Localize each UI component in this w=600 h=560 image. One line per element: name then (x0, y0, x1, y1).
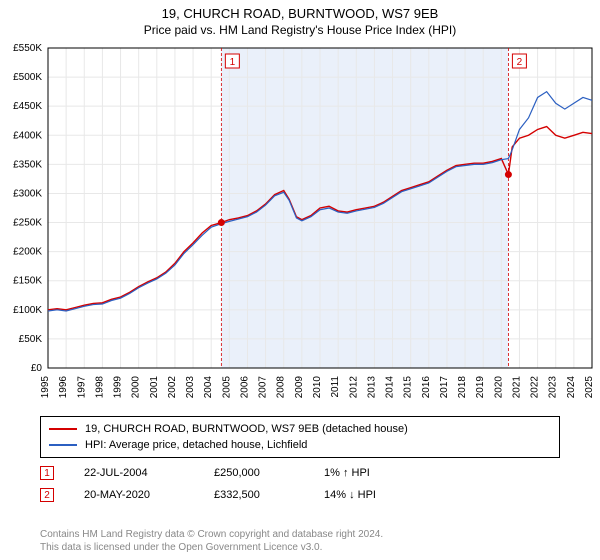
svg-text:£0: £0 (31, 363, 43, 374)
svg-text:£400K: £400K (13, 130, 42, 141)
svg-text:2014: 2014 (385, 376, 396, 399)
legend-row: 19, CHURCH ROAD, BURNTWOOD, WS7 9EB (det… (49, 421, 551, 437)
legend-label: HPI: Average price, detached house, Lich… (85, 439, 307, 451)
svg-text:2024: 2024 (566, 376, 577, 399)
svg-text:2011: 2011 (330, 376, 341, 398)
svg-text:2021: 2021 (511, 376, 522, 399)
sale-date: 22-JUL-2004 (84, 467, 214, 479)
svg-text:1997: 1997 (76, 376, 87, 399)
svg-text:1999: 1999 (113, 376, 124, 399)
sale-badge: 2 (40, 488, 54, 502)
footer-line-2: This data is licensed under the Open Gov… (40, 541, 383, 554)
svg-text:2013: 2013 (366, 376, 377, 399)
svg-text:2010: 2010 (312, 376, 323, 399)
svg-text:2018: 2018 (457, 376, 468, 399)
legend-swatch (49, 444, 77, 446)
legend-row: HPI: Average price, detached house, Lich… (49, 437, 551, 453)
svg-text:2005: 2005 (221, 376, 232, 399)
svg-text:1998: 1998 (94, 376, 105, 399)
svg-text:2020: 2020 (493, 376, 504, 399)
legend-label: 19, CHURCH ROAD, BURNTWOOD, WS7 9EB (det… (85, 423, 408, 435)
svg-text:2: 2 (517, 57, 523, 68)
chart-subtitle: Price paid vs. HM Land Registry's House … (0, 23, 600, 37)
svg-text:2003: 2003 (185, 376, 196, 399)
sale-price: £250,000 (214, 467, 324, 479)
svg-text:£500K: £500K (13, 72, 42, 83)
svg-text:1996: 1996 (58, 376, 69, 399)
sale-row: 1 22-JUL-2004£250,0001% ↑ HPI (40, 462, 560, 484)
address-title: 19, CHURCH ROAD, BURNTWOOD, WS7 9EB (0, 6, 600, 21)
svg-text:2016: 2016 (421, 376, 432, 399)
sale-date: 20-MAY-2020 (84, 489, 214, 501)
svg-text:£50K: £50K (19, 334, 43, 345)
svg-text:£250K: £250K (13, 218, 42, 229)
svg-text:£450K: £450K (13, 101, 42, 112)
svg-text:2012: 2012 (348, 376, 359, 399)
svg-text:2009: 2009 (294, 376, 305, 399)
chart-header: 19, CHURCH ROAD, BURNTWOOD, WS7 9EB Pric… (0, 0, 600, 39)
legend-swatch (49, 428, 77, 430)
svg-text:2023: 2023 (548, 376, 559, 399)
svg-text:2000: 2000 (131, 376, 142, 399)
svg-text:£300K: £300K (13, 188, 42, 199)
svg-text:1: 1 (230, 57, 236, 68)
svg-text:2002: 2002 (167, 376, 178, 399)
svg-text:£150K: £150K (13, 276, 42, 287)
sale-price: £332,500 (214, 489, 324, 501)
svg-text:2007: 2007 (258, 376, 269, 399)
svg-text:2017: 2017 (439, 376, 450, 399)
sale-delta: 14% ↓ HPI (324, 489, 434, 501)
sale-row: 2 20-MAY-2020£332,50014% ↓ HPI (40, 484, 560, 506)
legend: 19, CHURCH ROAD, BURNTWOOD, WS7 9EB (det… (40, 416, 560, 458)
sales-table: 1 22-JUL-2004£250,0001% ↑ HPI 2 20-MAY-2020… (40, 462, 560, 506)
svg-text:2022: 2022 (530, 376, 541, 399)
svg-text:£550K: £550K (13, 43, 42, 54)
svg-text:2025: 2025 (584, 376, 595, 399)
svg-text:1995: 1995 (40, 376, 51, 399)
svg-text:£200K: £200K (13, 247, 42, 258)
footer-attribution: Contains HM Land Registry data © Crown c… (40, 528, 383, 554)
price-chart: £0 £50K £100K £150K £200K £250K £300K £350K £400… (0, 42, 600, 412)
footer-line-1: Contains HM Land Registry data © Crown c… (40, 528, 383, 541)
svg-text:2008: 2008 (276, 376, 287, 399)
svg-text:2019: 2019 (475, 376, 486, 399)
svg-text:2001: 2001 (149, 376, 160, 399)
svg-text:2006: 2006 (239, 376, 250, 399)
svg-text:2015: 2015 (403, 376, 414, 399)
sale-delta: 1% ↑ HPI (324, 467, 434, 479)
svg-text:£350K: £350K (13, 159, 42, 170)
svg-text:£100K: £100K (13, 305, 42, 316)
sale-badge: 1 (40, 466, 54, 480)
svg-text:2004: 2004 (203, 376, 214, 399)
